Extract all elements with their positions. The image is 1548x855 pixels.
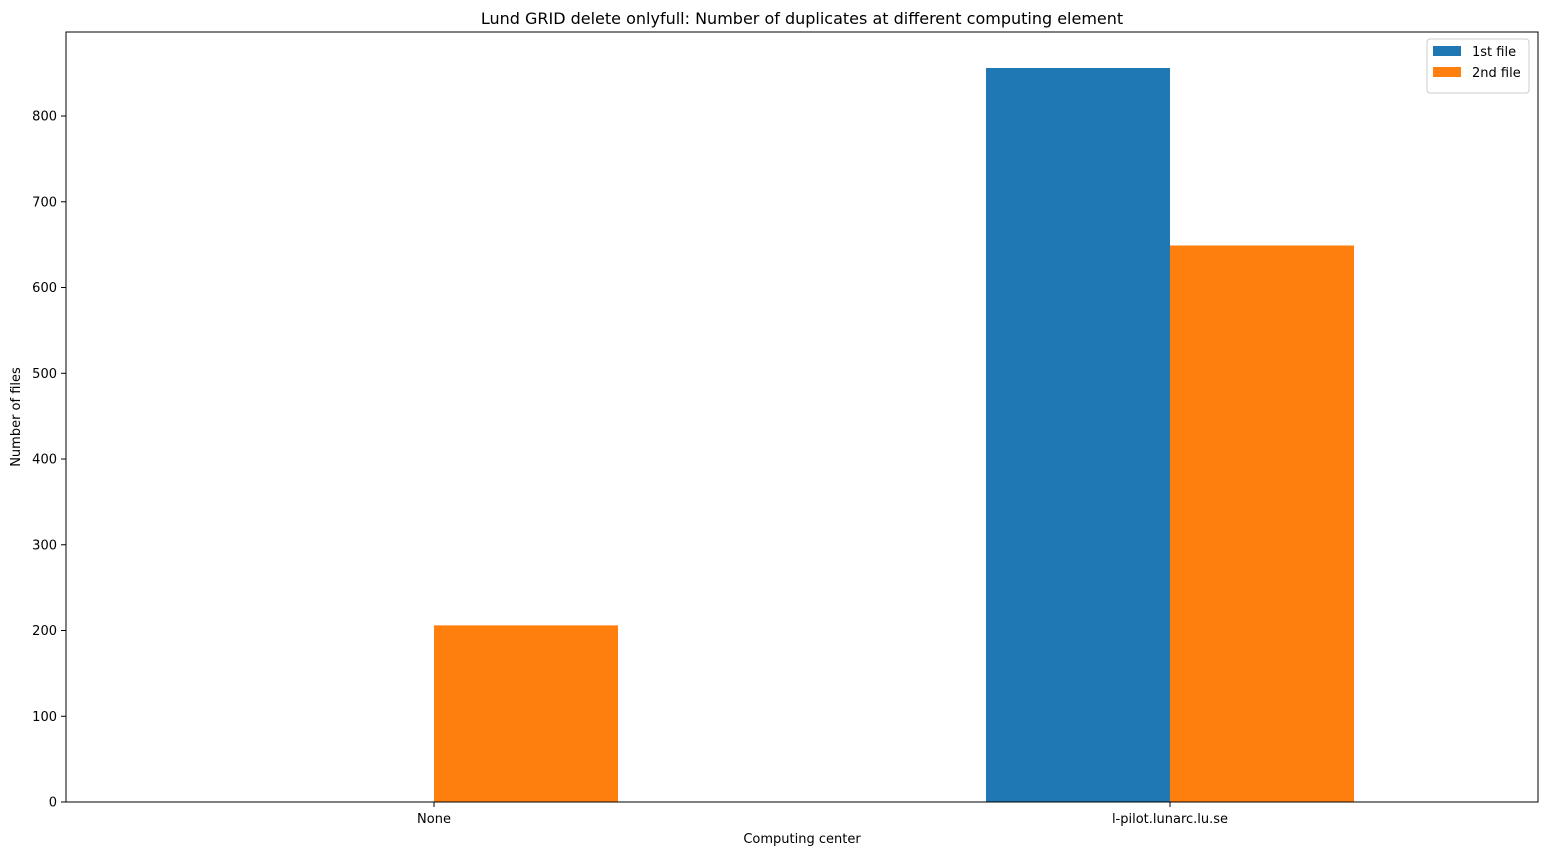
bar-1-2 (986, 68, 1170, 802)
legend-label-1: 1st file (1472, 45, 1516, 60)
y-axis-label: Number of files (9, 367, 24, 467)
y-tick-label-1: 100 (32, 710, 57, 725)
y-tick-label-8: 800 (32, 110, 57, 125)
legend: 1st file 2nd file (1426, 38, 1530, 94)
x-tick-label-0: None (417, 812, 451, 827)
y-tick-label-5: 500 (32, 367, 57, 382)
x-tick-label-1: l-pilot.lunarc.lu.se (1112, 812, 1228, 827)
x-axis: None l-pilot.lunarc.lu.se (417, 802, 1228, 827)
y-tick-label-2: 200 (32, 624, 57, 639)
y-axis: 0 100 200 300 400 500 600 700 800 (32, 110, 66, 811)
y-tick-label-7: 700 (32, 195, 57, 210)
legend-label-2: 2nd file (1472, 66, 1521, 81)
y-tick-label-6: 600 (32, 281, 57, 296)
y-tick-label-3: 300 (32, 538, 57, 553)
bars-layer (434, 68, 1354, 802)
bar-2-2 (1170, 245, 1354, 802)
chart-title: Lund GRID delete onlyfull: Number of dup… (481, 9, 1123, 28)
plot-area-frame (65, 31, 1539, 803)
legend-swatch-1 (1433, 46, 1461, 56)
bar-2-1 (434, 625, 618, 802)
y-tick-label-4: 400 (32, 453, 57, 468)
legend-swatch-2 (1433, 67, 1461, 77)
y-tick-label-0: 0 (49, 796, 57, 811)
x-axis-label: Computing center (743, 832, 861, 847)
